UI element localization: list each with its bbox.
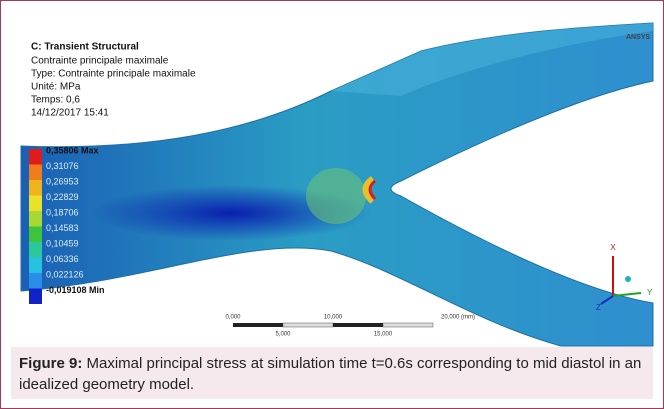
legend-swatch — [29, 227, 42, 243]
mid-stress-zone — [306, 168, 366, 224]
caption-text: Maximal principal stress at simulation t… — [19, 355, 641, 393]
legend-swatch — [29, 258, 42, 274]
result-title: C: Transient Structural — [31, 42, 139, 53]
caption: Figure 9: Maximal principal stress at si… — [11, 347, 653, 399]
legend-label: 0,26953 — [46, 176, 79, 186]
legend-label: 0,14583 — [46, 223, 79, 233]
scale-bar-dark — [333, 323, 383, 327]
scale-label: 10,000 — [324, 315, 343, 321]
legend-label: 0,022126 — [46, 269, 84, 279]
result-info: 14/12/2017 15:41 — [31, 108, 109, 119]
scale-label: 15,000 — [374, 332, 393, 338]
axis-y-label: Y — [647, 288, 653, 297]
legend-swatch — [29, 149, 42, 165]
result-info: Unité: MPa — [31, 82, 81, 93]
legend-label: 0,22829 — [46, 192, 79, 202]
legend-swatch — [29, 289, 42, 305]
legend-swatch — [29, 242, 42, 258]
legend-swatch — [29, 180, 42, 196]
legend-label: 0,10459 — [46, 238, 79, 248]
legend-swatch — [29, 165, 42, 181]
caption-label: Figure 9: — [19, 355, 82, 372]
result-info: Temps: 0,6 — [31, 95, 80, 106]
axis-z-label: Z — [596, 303, 601, 312]
legend-swatch — [29, 196, 42, 212]
axis-x-label: X — [610, 243, 616, 252]
legend-label: 0,18706 — [46, 207, 79, 217]
scale-bar-light — [283, 323, 333, 327]
axis-origin — [625, 276, 631, 282]
scale-label: 20,000 (mm) — [441, 315, 475, 321]
result-info: Contrainte principale maximale — [31, 56, 169, 67]
legend-label: -0,019108 Min — [46, 285, 105, 295]
legend-label: 0,35806 Max — [46, 145, 99, 155]
scale-bar-dark — [233, 323, 283, 327]
scale-label: 0,000 — [225, 315, 241, 321]
legend-swatch — [29, 273, 42, 289]
result-info: Type: Contrainte principale maximale — [31, 69, 196, 80]
legend-swatch — [29, 211, 42, 227]
simulation-image: C: Transient Structural Contrainte princi… — [1, 1, 663, 347]
scale-label: 5,000 — [275, 332, 291, 338]
legend-label: 0,06336 — [46, 254, 79, 264]
figure: C: Transient Structural Contrainte princi… — [0, 0, 664, 409]
logo: ANSYS — [626, 34, 650, 41]
legend-label: 0,31076 — [46, 161, 79, 171]
scale-bar-light — [383, 323, 433, 327]
